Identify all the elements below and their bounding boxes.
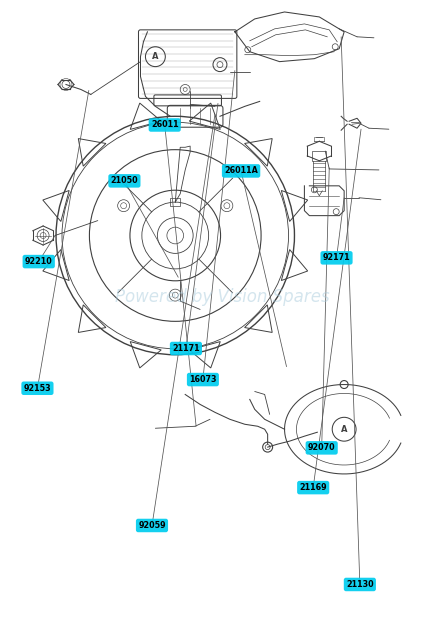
- Text: 92070: 92070: [307, 443, 335, 452]
- Text: Powered by Vision Spares: Powered by Vision Spares: [115, 288, 328, 306]
- Bar: [170, 198, 180, 206]
- Text: A: A: [340, 425, 347, 434]
- Text: 92059: 92059: [138, 521, 165, 530]
- Text: 92153: 92153: [23, 384, 51, 392]
- Text: 26011A: 26011A: [224, 166, 257, 176]
- Bar: [312, 151, 325, 161]
- Text: 21050: 21050: [110, 176, 138, 186]
- Text: 26011: 26011: [150, 121, 178, 129]
- Text: 21171: 21171: [172, 344, 199, 353]
- Text: A: A: [152, 52, 158, 61]
- Text: 21169: 21169: [299, 483, 326, 492]
- Text: 92210: 92210: [25, 257, 52, 266]
- Text: 16073: 16073: [189, 375, 216, 384]
- Text: 21130: 21130: [345, 580, 373, 589]
- Text: 92171: 92171: [322, 253, 349, 262]
